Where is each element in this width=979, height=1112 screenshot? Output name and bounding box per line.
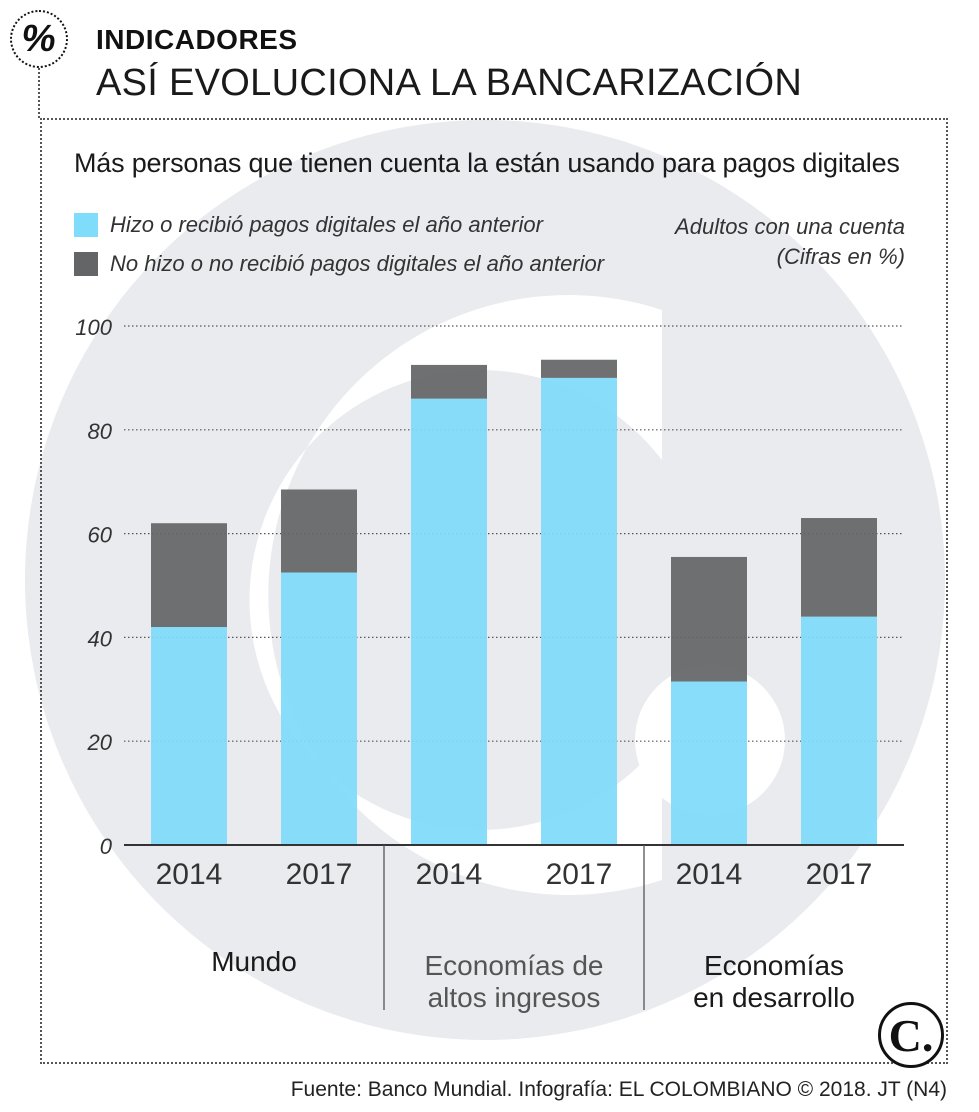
x-tick-label: 2014 [676,858,743,891]
legend-label-digital: Hizo o recibió pagos digitales el año an… [110,212,543,237]
legend-swatch-no-digital [74,252,98,276]
x-tick-label: 2017 [546,858,613,891]
group-label-line: altos ingresos [427,982,601,1013]
badge-connector-line [38,68,40,118]
bar-digital [411,398,487,845]
chart-title: Más personas que tienen cuenta la están … [74,148,900,178]
group-label: Mundo [124,946,384,978]
x-tick-label: 2014 [156,858,223,891]
percent-badge-icon: % [10,10,68,68]
legend-item-no-digital: No hizo o no recibió pagos digitales el … [74,251,604,277]
legend-label-no-digital: No hizo o no recibió pagos digitales el … [110,251,605,276]
bar-no-digital [411,364,487,399]
group-label: Economías en desarrollo [644,950,904,1014]
bar-no-digital [281,489,357,573]
group-label: Economías de altos ingresos [384,950,644,1014]
el-colombiano-logo-icon: C. [878,1002,944,1068]
group-label-line: en desarrollo [693,982,855,1013]
y-tick-label: 0 [100,834,113,859]
bar-no-digital [671,556,747,682]
bar-digital [281,572,357,845]
x-tick-label: 2014 [416,858,483,891]
group-label-line: Mundo [211,946,297,977]
y-tick-label: 20 [87,730,113,755]
bar-digital [801,616,877,845]
group-label-line: Economías de [424,950,604,981]
legend-swatch-digital [74,213,98,237]
chart-note: Adultos con una cuenta (Cifras en %) [675,214,905,269]
y-tick-label: 40 [88,626,113,651]
y-tick-label: 60 [88,523,113,548]
bar-digital [151,627,227,845]
bar-digital [541,377,617,845]
page-headline: ASÍ EVOLUCIONA LA BANCARIZACIÓN [96,62,803,104]
bar-digital [671,681,747,845]
bar-no-digital [801,518,877,617]
x-tick-label: 2017 [286,858,353,891]
bar-no-digital [151,523,227,628]
bar-no-digital [541,359,617,378]
legend-item-digital: Hizo o recibió pagos digitales el año an… [74,212,543,238]
x-tick-label: 2017 [806,858,873,891]
y-tick-label: 80 [88,419,113,444]
source-credit: Fuente: Banco Mundial. Infografía: EL CO… [290,1078,947,1101]
y-tick-label: 100 [75,315,112,340]
chart-frame [40,118,948,1064]
group-label-line: Economías [703,950,845,981]
section-kicker: INDICADORES [96,24,298,55]
